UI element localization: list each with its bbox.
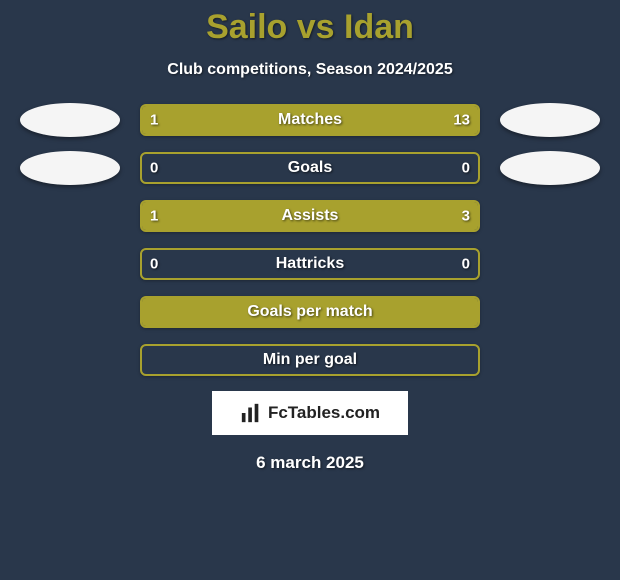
stat-bar: Goals per match bbox=[140, 296, 480, 328]
stat-label: Assists bbox=[142, 207, 478, 225]
stat-bar: Assists1 3 bbox=[140, 200, 480, 232]
avatar-spacer bbox=[20, 199, 120, 233]
subtitle: Club competitions, Season 2024/2025 bbox=[0, 61, 620, 79]
stat-label: Min per goal bbox=[142, 351, 478, 369]
stat-value-right: 0 bbox=[462, 256, 470, 273]
stat-bar: Min per goal bbox=[140, 344, 480, 376]
player2-avatar bbox=[500, 151, 600, 185]
barchart-icon bbox=[240, 402, 262, 424]
stat-row: Assists1 3 bbox=[0, 199, 620, 233]
avatar-spacer bbox=[500, 343, 600, 377]
player2-avatar bbox=[500, 103, 600, 137]
avatar-spacer bbox=[20, 343, 120, 377]
stat-value-right: 0 bbox=[462, 160, 470, 177]
page-title: Sailo vs Idan bbox=[0, 0, 620, 47]
stat-value-left: 1 bbox=[150, 112, 158, 129]
stat-row: Goals0 0 bbox=[0, 151, 620, 185]
stat-value-right: 13 bbox=[453, 112, 470, 129]
stats-container: Matches113Goals00Assists13Hattricks00Goa… bbox=[0, 103, 620, 377]
stat-value-left: 1 bbox=[150, 208, 158, 225]
player1-avatar bbox=[20, 103, 120, 137]
stat-label: Goals per match bbox=[142, 303, 478, 321]
stat-value-left: 0 bbox=[150, 160, 158, 177]
stat-label: Goals bbox=[142, 159, 478, 177]
stat-label: Matches bbox=[142, 111, 478, 129]
player1-avatar bbox=[20, 151, 120, 185]
avatar-spacer bbox=[500, 247, 600, 281]
stat-bar: Goals0 0 bbox=[140, 152, 480, 184]
stat-label: Hattricks bbox=[142, 255, 478, 273]
stat-row: Matches1 13 bbox=[0, 103, 620, 137]
date-text: 6 march 2025 bbox=[0, 453, 620, 473]
avatar-spacer bbox=[20, 295, 120, 329]
stat-row: Hattricks0 0 bbox=[0, 247, 620, 281]
stat-value-right: 3 bbox=[462, 208, 470, 225]
stat-value-left: 0 bbox=[150, 256, 158, 273]
avatar-spacer bbox=[20, 247, 120, 281]
source-logo: FcTables.com bbox=[212, 391, 408, 435]
stat-row: Min per goal bbox=[0, 343, 620, 377]
stat-bar: Matches1 13 bbox=[140, 104, 480, 136]
avatar-spacer bbox=[500, 295, 600, 329]
stat-row: Goals per match bbox=[0, 295, 620, 329]
avatar-spacer bbox=[500, 199, 600, 233]
logo-text: FcTables.com bbox=[268, 403, 380, 423]
stat-bar: Hattricks0 0 bbox=[140, 248, 480, 280]
